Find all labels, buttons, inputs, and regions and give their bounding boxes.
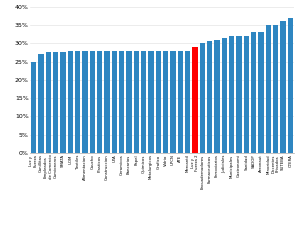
Bar [38, 54, 44, 153]
Bar [148, 51, 154, 153]
Bar [53, 52, 58, 153]
Bar [214, 40, 220, 153]
Bar [236, 36, 242, 153]
Bar [119, 51, 124, 153]
Bar [156, 51, 161, 153]
Bar [222, 38, 227, 153]
Bar [170, 51, 176, 153]
Bar [97, 51, 102, 153]
Bar [192, 47, 198, 153]
Bar [90, 51, 95, 153]
Bar [244, 36, 249, 153]
Bar [141, 51, 146, 153]
Bar [46, 52, 51, 153]
Bar [112, 51, 117, 153]
Bar [200, 43, 205, 153]
Bar [104, 51, 110, 153]
Bar [178, 51, 183, 153]
Bar [273, 25, 278, 153]
Bar [266, 25, 271, 153]
Bar [82, 51, 88, 153]
Bar [31, 62, 36, 153]
Bar [251, 32, 256, 153]
Bar [60, 52, 66, 153]
Bar [134, 51, 139, 153]
Bar [229, 36, 234, 153]
Bar [207, 41, 212, 153]
Bar [68, 51, 73, 153]
Bar [280, 21, 286, 153]
Bar [75, 51, 80, 153]
Bar [163, 51, 168, 153]
Bar [185, 51, 191, 153]
Bar [258, 32, 264, 153]
Bar [126, 51, 132, 153]
Bar [288, 18, 293, 153]
